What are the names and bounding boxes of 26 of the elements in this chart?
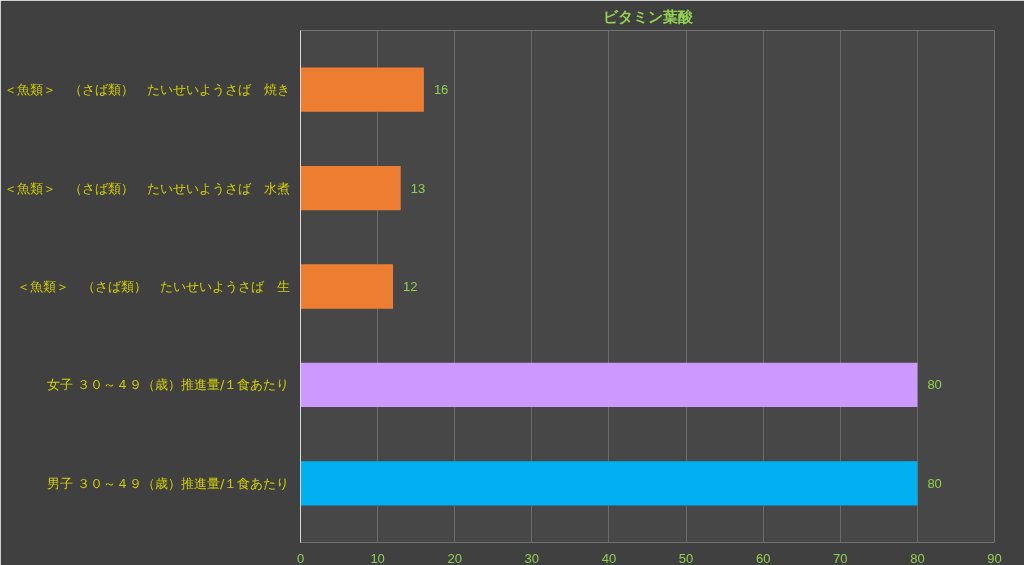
bar [300,67,424,112]
data-label: 16 [433,82,449,98]
x-tick-label: 10 [370,550,385,565]
y-tick-label: ＜魚類＞ （さば類） たいせいようさば 焼き [3,82,290,98]
data-label: 80 [927,377,942,393]
x-tick-label: 60 [755,550,771,565]
bar [300,461,918,506]
bar [300,264,394,309]
y-tick-label: 女子 ３０～４９（歳）推進量/１食あたり [46,377,290,393]
chart-title: ビタミン葉酸 [602,7,694,26]
x-tick-label: 0 [296,550,305,565]
x-tick-label: 80 [910,550,925,565]
data-label: 80 [927,475,942,491]
x-tick-label: 90 [987,550,1002,565]
bar [300,362,918,408]
y-tick-label: 男子 ３０～４９（歳）推進量/１食あたり [46,475,290,491]
x-tick-label: 50 [678,550,694,565]
data-label: 12 [403,279,418,294]
x-tick-label: 70 [833,550,848,565]
data-label: 13 [410,180,426,196]
x-tick-label: 40 [601,550,617,565]
y-tick-label: ＜魚類＞ （さば類） たいせいようさば 水煮 [3,180,290,196]
bar [300,165,401,211]
x-tick-label: 20 [447,550,462,565]
y-tick-label: ＜魚類＞ （さば類） たいせいようさば 生 [16,279,290,294]
x-tick-label: 30 [524,550,540,565]
